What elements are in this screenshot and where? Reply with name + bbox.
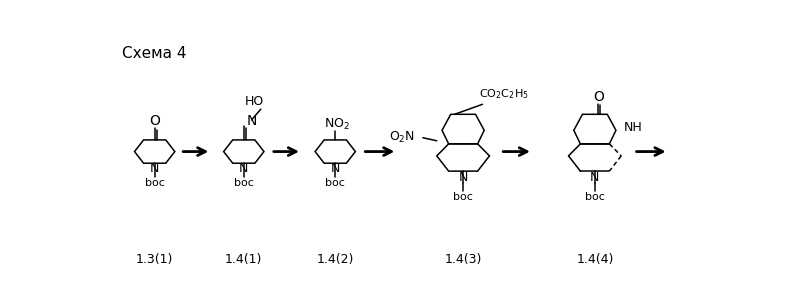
Text: boc: boc <box>145 178 165 188</box>
Text: boc: boc <box>325 178 345 188</box>
Text: boc: boc <box>234 178 254 188</box>
Text: N: N <box>150 162 159 175</box>
Text: 1.4(2): 1.4(2) <box>316 253 354 266</box>
Text: 1.4(4): 1.4(4) <box>576 253 614 266</box>
Text: N: N <box>331 162 340 175</box>
Text: 1.3(1): 1.3(1) <box>136 253 173 266</box>
Text: boc: boc <box>453 192 473 202</box>
Text: O: O <box>593 90 604 104</box>
Text: NH: NH <box>624 121 642 134</box>
Text: N: N <box>239 162 248 175</box>
Text: HO: HO <box>245 95 264 108</box>
Text: Схема 4: Схема 4 <box>122 46 187 61</box>
Text: N: N <box>590 171 600 184</box>
Text: CO$_2$C$_2$H$_5$: CO$_2$C$_2$H$_5$ <box>479 87 528 101</box>
Text: boc: boc <box>585 192 605 202</box>
Text: 1.4(3): 1.4(3) <box>445 253 482 266</box>
Text: N: N <box>459 171 467 184</box>
Text: N: N <box>246 115 256 128</box>
Text: NO$_2$: NO$_2$ <box>324 117 350 132</box>
Text: O$_2$N: O$_2$N <box>389 130 415 145</box>
Text: 1.4(1): 1.4(1) <box>225 253 263 266</box>
Text: O: O <box>149 115 160 128</box>
